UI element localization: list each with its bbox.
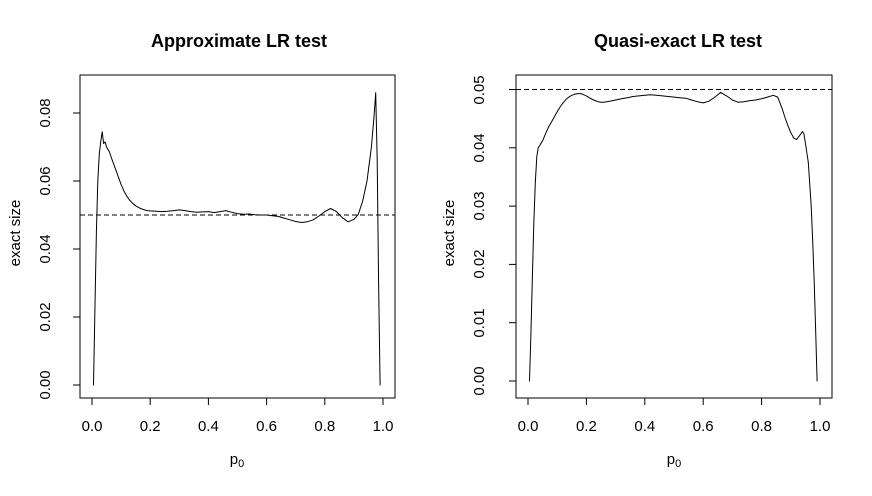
x-tick-label: 0.6 — [692, 418, 714, 435]
right-plot-title: Quasi-exact LR test — [593, 31, 763, 51]
x-tick-label: 0.2 — [139, 418, 161, 435]
x-tick-label: 0.4 — [197, 418, 219, 435]
exact-size-curve — [529, 91, 818, 382]
x-tick-label: 0.6 — [256, 418, 278, 435]
left-x-axis-label: p0 — [217, 451, 257, 471]
right-y-axis-label: exact size — [441, 199, 458, 267]
x-tick-label: 0.8 — [314, 418, 336, 435]
x-label-subscript: 0 — [675, 458, 682, 470]
x-label-subscript: 0 — [238, 458, 245, 470]
x-label-base: p — [666, 451, 676, 468]
y-tick-label: 0.04 — [37, 234, 54, 264]
y-tick-label: 0.02 — [37, 302, 54, 332]
y-tick-label: 0.00 — [471, 366, 488, 396]
y-tick-label: 0.01 — [471, 308, 488, 338]
y-tick-label: 0.04 — [471, 133, 488, 163]
y-tick-label: 0.06 — [37, 166, 54, 196]
x-tick-label: 1.0 — [809, 418, 831, 435]
y-tick-label: 0.05 — [471, 74, 488, 105]
x-label-base: p — [229, 451, 239, 468]
y-tick-label: 0.00 — [37, 370, 54, 400]
y-tick-label: 0.03 — [471, 191, 488, 221]
x-tick-label: 0.0 — [81, 418, 103, 435]
y-tick-label: 0.08 — [37, 98, 54, 128]
plot-box — [79, 74, 396, 399]
exact-size-curve — [93, 92, 381, 386]
x-tick-label: 1.0 — [372, 418, 394, 435]
y-tick-label: 0.02 — [471, 249, 488, 279]
left-plot-title: Approximate LR test — [150, 31, 328, 51]
right-x-axis-label: p0 — [654, 451, 694, 471]
x-tick-label: 0.2 — [575, 418, 597, 435]
left-y-axis-label: exact size — [7, 199, 24, 267]
x-tick-label: 0.0 — [517, 418, 539, 435]
x-tick-label: 0.8 — [751, 418, 773, 435]
plot-box — [515, 74, 833, 399]
x-tick-label: 0.4 — [634, 418, 656, 435]
